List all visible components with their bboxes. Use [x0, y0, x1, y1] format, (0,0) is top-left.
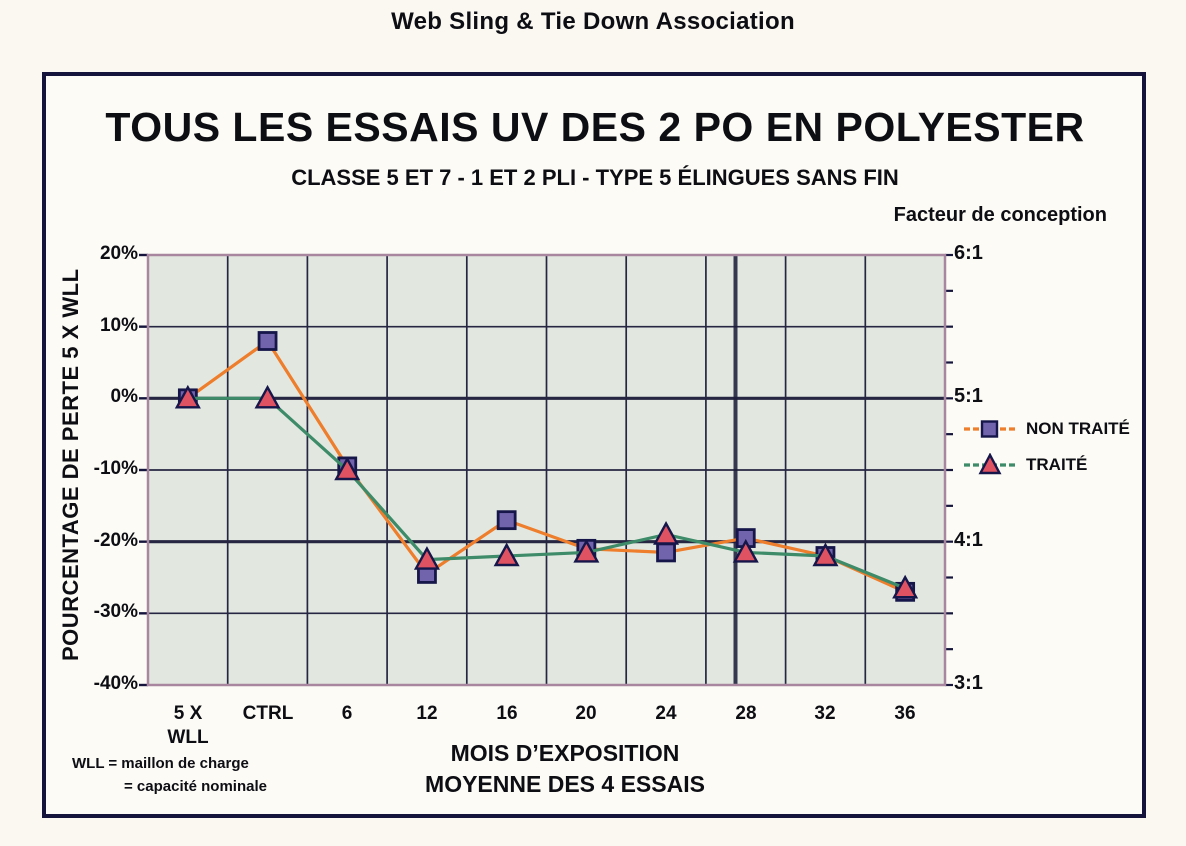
- marker-triangle: [812, 542, 839, 567]
- x-tick-label: 36: [860, 702, 950, 726]
- x-axis-title-line2: MOYENNE DES 4 ESSAIS: [425, 771, 705, 797]
- x-tick-line: 12: [416, 703, 438, 724]
- marker-triangle: [254, 384, 281, 409]
- chart-title: TOUS LES ESSAIS UV DES 2 PO EN POLYESTER: [105, 104, 1085, 150]
- x-tick-line: 16: [496, 703, 518, 724]
- x-tick-label: 6: [302, 702, 392, 726]
- right-tick-label: 3:1: [954, 672, 983, 694]
- footnote-line1: WLL = maillon de charge: [72, 755, 249, 772]
- legend-label: NON TRAITÉ: [1026, 419, 1130, 438]
- series-line-traite: [187, 396, 906, 590]
- marker-square: [496, 510, 517, 531]
- x-tick-label: 5 X WLL: [143, 702, 233, 750]
- chart-subtitle: CLASSE 5 ET 7 - 1 ET 2 PLI - TYPE 5 ÉLIN…: [291, 165, 899, 190]
- x-tick-line: 20: [575, 703, 597, 724]
- plot-frame: [146, 253, 947, 687]
- marker-square: [257, 331, 278, 351]
- marker-triangle: [493, 542, 520, 567]
- y-tick-label: -30%: [93, 601, 138, 622]
- y-tick-label: 0%: [110, 386, 138, 407]
- legend-item-non-traite: NON TRAITÉ: [963, 416, 1130, 442]
- y-tick-label: -40%: [93, 673, 138, 694]
- x-tick-label: 28: [701, 702, 791, 726]
- x-tick-line: 32: [814, 703, 836, 724]
- x-tick-label: 24: [621, 702, 711, 726]
- y-tick-label: -20%: [93, 530, 138, 551]
- x-tick-line: 28: [735, 703, 757, 724]
- x-tick-label: 20: [541, 702, 631, 726]
- legend-label: TRAITÉ: [1026, 455, 1088, 474]
- marker-triangle: [732, 538, 759, 563]
- x-tick-line: 24: [655, 703, 677, 724]
- footnote-line2: = capacité nominale: [124, 778, 267, 795]
- x-tick-line: 36: [894, 703, 916, 724]
- x-axis-title-line1: MOIS D’EXPOSITION: [450, 740, 680, 766]
- page-header: Web Sling & Tie Down Association: [391, 8, 795, 35]
- plot-area: [139, 253, 953, 687]
- marker-triangle: [573, 538, 600, 563]
- marker-triangle: [334, 456, 361, 481]
- x-tick-line: 6: [341, 703, 353, 724]
- x-tick-label: 16: [462, 702, 552, 726]
- marker-triangle: [892, 574, 919, 599]
- y-tick-label: 20%: [99, 243, 138, 264]
- marker-triangle: [174, 384, 201, 409]
- x-axis-title: MOIS D’EXPOSITION MOYENNE DES 4 ESSAIS: [330, 738, 800, 800]
- x-tick-line: CTRL: [242, 703, 294, 724]
- footnote: WLL = maillon de charge = capacité nomin…: [72, 752, 267, 798]
- x-tick-line: 5 X: [173, 703, 203, 724]
- right-axis-title: Facteur de conception: [893, 204, 1107, 226]
- marker-square: [656, 542, 676, 563]
- legend-item-traite: TRAITÉ: [963, 452, 1087, 478]
- x-tick-label: 12: [382, 702, 472, 726]
- right-tick-label: 5:1: [954, 385, 983, 407]
- legend-marker-triangle-icon: [964, 453, 1016, 475]
- marker-triangle: [653, 521, 680, 545]
- y-tick-label: 10%: [99, 315, 138, 336]
- right-tick-label: 4:1: [954, 529, 983, 551]
- x-tick-line: WLL: [167, 727, 209, 748]
- right-tick-label: 6:1: [954, 242, 983, 264]
- marker-triangle: [413, 546, 440, 570]
- legend-marker-square-icon: [964, 420, 1016, 438]
- x-tick-label: CTRL: [223, 702, 313, 726]
- x-tick-label: 32: [780, 702, 870, 726]
- series-line-non-traite: [186, 338, 906, 594]
- y-tick-label: -10%: [93, 458, 138, 479]
